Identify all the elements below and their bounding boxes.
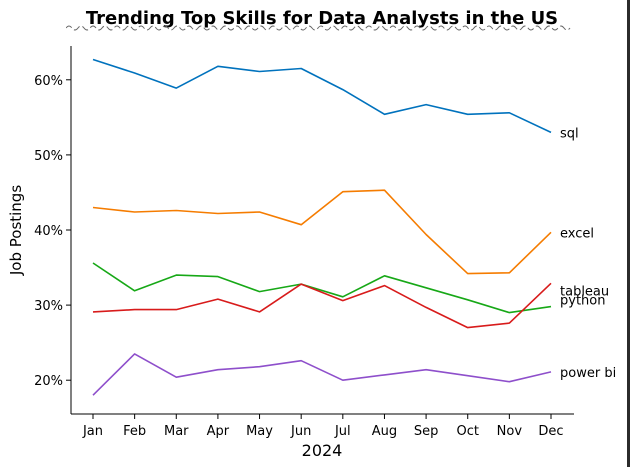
series-line-tableau (92, 282, 552, 329)
series-line-sql (92, 58, 552, 134)
series-label-excel: excel (560, 226, 594, 241)
x-ticks: Jan Feb Mar Apr May Jun Jul Aug Sep Oct Nov Dec (82, 414, 564, 439)
x-tick-label: Jul (334, 424, 351, 439)
y-tick-label: 20% (34, 374, 63, 389)
y-axis-label: Job Postings (7, 185, 25, 276)
x-tick-label: Dec (538, 424, 563, 439)
y-tick-label: 40% (34, 224, 63, 239)
series-label-sql: sql (560, 126, 579, 141)
x-tick-label: Feb (123, 424, 146, 439)
x-tick-label: Mar (164, 424, 189, 439)
x-tick-label: Apr (207, 424, 230, 439)
y-ticks: 20% 30% 40% 50% 60% (34, 74, 71, 389)
x-tick-label: May (246, 424, 273, 439)
x-tick-label: Aug (372, 424, 397, 439)
y-tick-label: 60% (34, 74, 63, 89)
x-tick-label: Nov (497, 424, 523, 439)
title-underline-artifact (66, 25, 571, 31)
series-line-excel (92, 189, 552, 275)
chart-title: Trending Top Skills for Data Analysts in… (86, 8, 558, 29)
window-edge (627, 0, 630, 467)
x-tick-label: Oct (456, 424, 478, 439)
series-label-power-bi: power bi (560, 366, 616, 381)
axes (70, 46, 574, 415)
x-axis-label: 2024 (302, 441, 343, 460)
series-line-power-bi (92, 353, 552, 396)
series-lines (92, 58, 552, 396)
x-tick-label: Jun (290, 424, 311, 439)
series-label-tableau: tableau (560, 284, 609, 299)
x-tick-label: Sep (414, 424, 439, 439)
series-line-python (92, 262, 552, 314)
series-label-python: python (560, 294, 605, 309)
y-tick-label: 50% (34, 149, 63, 164)
x-tick-label: Jan (82, 424, 103, 439)
y-tick-label: 30% (34, 299, 63, 314)
